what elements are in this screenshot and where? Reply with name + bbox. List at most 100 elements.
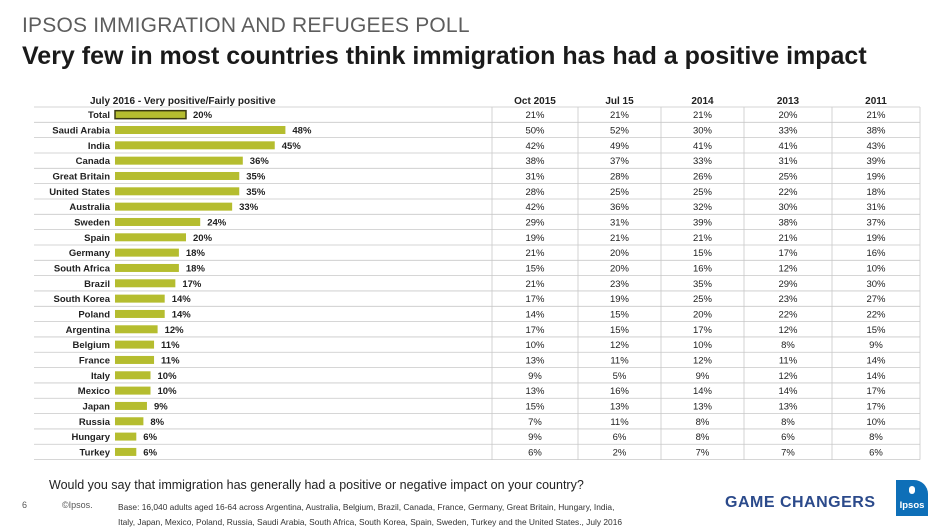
table-cell: 21% bbox=[866, 110, 886, 121]
bar bbox=[114, 109, 187, 120]
table-cell: 14% bbox=[866, 355, 886, 366]
table-cell: 42% bbox=[525, 202, 545, 213]
bar bbox=[115, 325, 158, 334]
bar bbox=[115, 187, 240, 196]
table-cell: 9% bbox=[528, 432, 542, 443]
table-cell: 21% bbox=[525, 248, 545, 259]
category-label: Great Britain bbox=[52, 171, 110, 182]
column-header: Jul 15 bbox=[605, 96, 634, 107]
table-cell: 21% bbox=[525, 110, 545, 121]
table-cell: 41% bbox=[778, 141, 798, 152]
value-label: 18% bbox=[186, 248, 206, 259]
logo-dot-icon bbox=[909, 486, 915, 494]
table-cell: 31% bbox=[610, 217, 630, 228]
table-cell: 10% bbox=[866, 263, 886, 274]
table-cell: 21% bbox=[693, 110, 713, 121]
category-label: Total bbox=[88, 110, 110, 121]
bar bbox=[115, 233, 186, 242]
table-cell: 35% bbox=[693, 279, 713, 290]
bar bbox=[115, 141, 275, 150]
category-label: Turkey bbox=[80, 447, 111, 458]
logo-text: Ipsos bbox=[899, 500, 925, 511]
table-cell: 17% bbox=[693, 325, 713, 336]
category-label: South Korea bbox=[54, 294, 111, 305]
category-label: Canada bbox=[76, 156, 111, 167]
category-label: Germany bbox=[69, 248, 111, 259]
table-cell: 12% bbox=[778, 263, 798, 274]
table-cell: 7% bbox=[696, 447, 710, 458]
category-label: Hungary bbox=[71, 432, 110, 443]
table-cell: 38% bbox=[525, 156, 545, 167]
table-cell: 21% bbox=[525, 279, 545, 290]
bar bbox=[115, 248, 179, 257]
table-cell: 20% bbox=[778, 110, 798, 121]
bar bbox=[115, 309, 165, 318]
bar bbox=[115, 294, 165, 303]
table-cell: 14% bbox=[525, 309, 545, 320]
table-cell: 37% bbox=[610, 156, 630, 167]
value-label: 10% bbox=[158, 386, 178, 397]
table-cell: 16% bbox=[693, 263, 713, 274]
table-cell: 20% bbox=[610, 263, 630, 274]
table-cell: 6% bbox=[781, 432, 795, 443]
table-cell: 26% bbox=[693, 171, 713, 182]
table-cell: 20% bbox=[610, 248, 630, 259]
table-cell: 43% bbox=[866, 141, 886, 152]
table-cell: 18% bbox=[866, 187, 886, 198]
table-cell: 15% bbox=[610, 309, 630, 320]
table-cell: 16% bbox=[610, 386, 630, 397]
category-label: Poland bbox=[78, 309, 110, 320]
bar bbox=[115, 202, 233, 211]
value-label: 12% bbox=[165, 325, 185, 336]
table-cell: 21% bbox=[610, 233, 630, 244]
kicker-title: IPSOS IMMIGRATION AND REFUGEES POLL bbox=[22, 14, 470, 37]
game-changers-tagline: GAME CHANGERS bbox=[725, 494, 876, 511]
table-cell: 17% bbox=[525, 294, 545, 305]
table-cell: 39% bbox=[866, 156, 886, 167]
table-cell: 5% bbox=[613, 371, 627, 382]
table-cell: 31% bbox=[778, 156, 798, 167]
table-cell: 30% bbox=[778, 202, 798, 213]
table-cell: 33% bbox=[693, 156, 713, 167]
value-label: 36% bbox=[250, 156, 270, 167]
table-cell: 38% bbox=[866, 125, 886, 136]
table-cell: 42% bbox=[525, 141, 545, 152]
table-cell: 22% bbox=[866, 309, 886, 320]
bar bbox=[115, 432, 137, 441]
table-cell: 8% bbox=[696, 432, 710, 443]
table-cell: 11% bbox=[779, 355, 798, 366]
category-label: Australia bbox=[69, 202, 110, 213]
value-label: 14% bbox=[172, 294, 192, 305]
table-cell: 25% bbox=[610, 187, 630, 198]
category-label: Spain bbox=[84, 233, 110, 244]
column-header: Oct 2015 bbox=[514, 96, 556, 107]
table-cell: 12% bbox=[693, 355, 713, 366]
value-label: 20% bbox=[193, 233, 213, 244]
table-cell: 12% bbox=[610, 340, 630, 351]
value-label: 6% bbox=[143, 432, 157, 443]
table-cell: 17% bbox=[866, 401, 886, 412]
table-cell: 6% bbox=[528, 447, 542, 458]
value-label: 35% bbox=[246, 171, 266, 182]
table-cell: 29% bbox=[525, 217, 545, 228]
table-cell: 52% bbox=[610, 125, 630, 136]
category-label: Belgium bbox=[73, 340, 110, 351]
table-cell: 14% bbox=[866, 371, 886, 382]
table-cell: 10% bbox=[525, 340, 545, 351]
category-label: United States bbox=[49, 187, 110, 198]
table-cell: 19% bbox=[866, 171, 886, 182]
table-cell: 8% bbox=[696, 417, 710, 428]
chart-title: July 2016 - Very positive/Fairly positiv… bbox=[90, 96, 276, 107]
table-cell: 6% bbox=[869, 447, 883, 458]
survey-question: Would you say that immigration has gener… bbox=[49, 478, 584, 492]
value-label: 11% bbox=[161, 340, 180, 351]
bar bbox=[115, 279, 176, 288]
table-cell: 39% bbox=[693, 217, 713, 228]
bar bbox=[115, 355, 155, 364]
bar bbox=[115, 401, 147, 410]
table-cell: 28% bbox=[610, 171, 630, 182]
table-cell: 8% bbox=[781, 417, 795, 428]
table-cell: 28% bbox=[525, 187, 545, 198]
bar bbox=[115, 340, 155, 349]
